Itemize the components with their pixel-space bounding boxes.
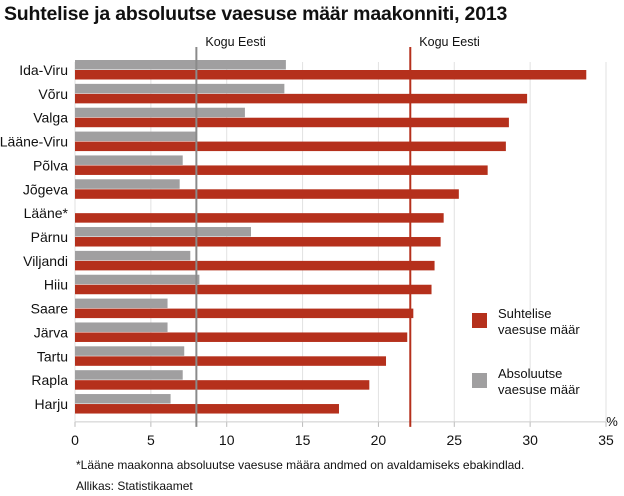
- x-tick-label: 20: [371, 432, 387, 448]
- category-label: Jõgeva: [23, 181, 68, 197]
- bar-relative: [75, 404, 339, 414]
- category-label: Lääne-Viru: [0, 134, 68, 150]
- bar-relative: [75, 141, 506, 152]
- category-label: Järva: [34, 324, 68, 340]
- legend-label: Absoluutse: [498, 366, 562, 381]
- source-note: Allikas: Statistikaamet: [76, 479, 193, 493]
- legend-label: vaesuse määr: [498, 382, 580, 397]
- category-label: Saare: [31, 301, 69, 317]
- bar-absolute: [75, 107, 245, 118]
- bar-absolute: [75, 346, 185, 356]
- bar-absolute: [75, 298, 168, 309]
- category-label: Harju: [35, 396, 68, 412]
- category-label: Valga: [33, 110, 68, 126]
- bar-absolute: [75, 274, 200, 285]
- category-label: Pärnu: [31, 229, 68, 245]
- bar-relative: [75, 380, 370, 390]
- legend-label: Suhtelise: [498, 306, 551, 321]
- bar-relative: [75, 237, 441, 247]
- bar-relative: [75, 70, 587, 80]
- footnote: *Lääne maakonna absoluutse vaesuse määra…: [76, 458, 525, 472]
- x-tick-label: 15: [295, 432, 311, 448]
- x-tick-label: 5: [147, 432, 155, 448]
- bar-absolute: [75, 60, 286, 70]
- reference-line-label: Kogu Eesti: [419, 35, 479, 49]
- bar-absolute: [75, 83, 285, 94]
- x-tick-label: 30: [522, 432, 538, 448]
- x-axis-unit: %: [606, 414, 618, 429]
- legend-swatch: [472, 373, 487, 388]
- category-label: Rapla: [31, 372, 68, 388]
- bar-relative: [75, 284, 432, 295]
- x-tick-label: 10: [219, 432, 235, 448]
- x-tick-label: 0: [71, 432, 79, 448]
- category-label: Põlva: [33, 157, 68, 173]
- bar-relative: [75, 165, 488, 175]
- category-label: Hiiu: [44, 277, 68, 293]
- bar-absolute: [75, 394, 171, 404]
- category-label: Tartu: [37, 348, 68, 364]
- category-label: Ida-Viru: [19, 62, 68, 78]
- category-label: Võru: [38, 86, 68, 102]
- legend-swatch: [472, 313, 487, 328]
- legend-label: vaesuse määr: [498, 322, 580, 337]
- bar-relative: [75, 308, 414, 319]
- reference-line-label: Kogu Eesti: [205, 35, 265, 49]
- bar-absolute: [75, 179, 180, 189]
- x-tick-label: 35: [598, 432, 614, 448]
- chart-title: Suhtelise ja absoluutse vaesuse määr maa…: [4, 3, 508, 25]
- bar-relative: [75, 189, 459, 199]
- bar-absolute: [75, 370, 183, 380]
- bar-absolute: [75, 250, 191, 261]
- bar-relative: [75, 260, 435, 271]
- bar-relative: [75, 93, 528, 104]
- x-tick-label: 25: [446, 432, 462, 448]
- bar-relative: [75, 356, 387, 366]
- bar-absolute: [75, 227, 251, 237]
- bar-absolute: [75, 322, 168, 332]
- bar-absolute: [75, 131, 197, 142]
- category-label: Viljandi: [23, 253, 68, 269]
- bar-relative: [75, 332, 408, 342]
- bar-absolute: [75, 155, 183, 165]
- bar-relative: [75, 213, 444, 223]
- bar-relative: [75, 117, 509, 128]
- category-label: Lääne*: [24, 205, 69, 221]
